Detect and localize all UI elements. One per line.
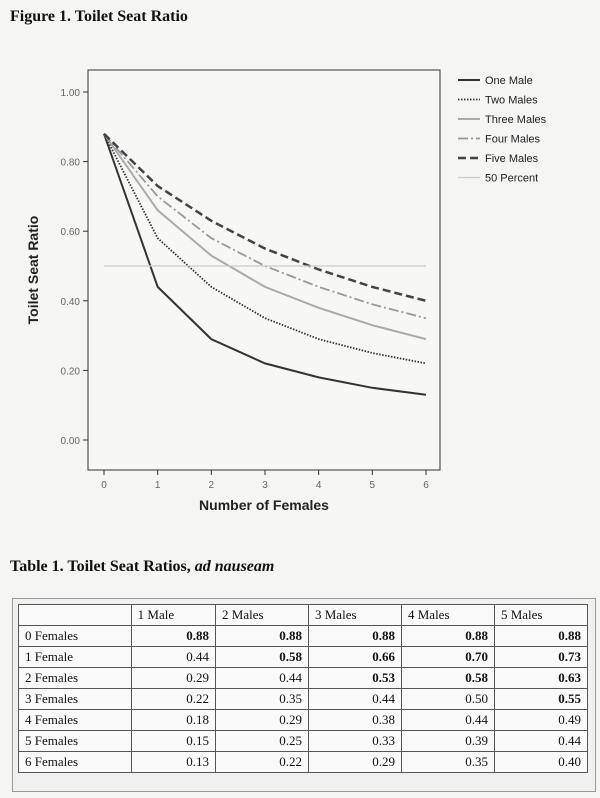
line-chart: 0.00 0.20 0.40 0.60 0.80 1.00 0 1 2 3 4 5 6 Number of…: [25, 69, 547, 513]
x-tick-label: 2: [209, 480, 215, 491]
table-cell: 0.39: [400, 730, 495, 752]
table-cell: 0.63: [493, 667, 589, 689]
row-label: 4 Females: [18, 709, 132, 731]
table-cell: 0.29: [215, 709, 309, 731]
table-cell: 0.22: [215, 751, 309, 773]
table-cell: 0.66: [308, 646, 402, 668]
table-cell: 0.33: [308, 730, 402, 752]
ratio-table: 1 Male 2 Males 3 Males 4 Males 5 Males 0 Fem…: [18, 604, 589, 773]
x-tick-label: 3: [262, 480, 268, 491]
legend-label-0: One Male: [485, 75, 533, 87]
row-label: 5 Females: [18, 730, 132, 752]
table-cell: 0.70: [400, 646, 495, 668]
table-cell: 0.40: [493, 751, 589, 773]
series-line-3: [103, 133, 427, 320]
table-cell: 0.53: [308, 667, 402, 689]
series-line-0: [103, 133, 427, 396]
table-cell: 0.49: [493, 709, 589, 731]
table-title-italic: ad nauseam: [194, 558, 275, 575]
series-line-2: [103, 133, 427, 341]
table-cell: 0.13: [130, 751, 217, 773]
table-cell: 0.29: [130, 667, 217, 689]
row-label: 3 Females: [18, 688, 132, 710]
table-cell: 0.44: [308, 688, 402, 710]
table-row: 3 Females 0.22 0.35 0.44 0.50 0.55: [18, 688, 589, 710]
column-header: 1 Male: [130, 604, 217, 626]
table-title: Table 1. Toilet Seat Ratios, ad nauseam: [10, 558, 274, 576]
column-header: 3 Males: [308, 604, 402, 626]
table-cell: 0.44: [400, 709, 495, 731]
plot-frame: [87, 69, 441, 471]
table-cell: 0.44: [493, 730, 589, 752]
column-header: 5 Males: [493, 604, 589, 626]
y-tick-label: 1.00: [61, 88, 81, 99]
table-cell: 0.88: [400, 625, 495, 647]
table-cell: 0.18: [130, 709, 217, 731]
table-cell: 0.88: [215, 625, 309, 647]
table-cell: 0.73: [493, 646, 589, 668]
x-tick-label: 4: [316, 480, 322, 491]
table-cell: 0.58: [400, 667, 495, 689]
table-cell: 0.35: [215, 688, 309, 710]
row-label: 6 Females: [18, 751, 132, 773]
y-tick-label: 0.00: [61, 436, 81, 447]
table-title-main: Table 1. Toilet Seat Ratios,: [10, 558, 195, 575]
table-row: 2 Females 0.29 0.44 0.53 0.58 0.63: [18, 667, 589, 689]
table-cell: 0.55: [493, 688, 589, 710]
legend-label-5: 50 Percent: [485, 173, 538, 185]
table-cell: 0.25: [215, 730, 309, 752]
table-cell: 0.88: [130, 625, 217, 647]
y-tick-label: 0.80: [61, 158, 81, 169]
table-row: 0 Females 0.88 0.88 0.88 0.88 0.88: [18, 625, 589, 647]
y-tick-label: 0.40: [61, 297, 81, 308]
x-tick-label: 5: [370, 480, 376, 491]
series-line-4: [103, 132, 427, 303]
table-cell: 0.44: [130, 646, 217, 668]
y-tick-label: 0.20: [61, 366, 81, 377]
legend-label-2: Three Males: [485, 114, 547, 126]
legend-label-4: Five Males: [485, 153, 539, 165]
row-label: 2 Females: [18, 667, 132, 689]
table-header-row: 1 Male 2 Males 3 Males 4 Males 5 Males: [18, 604, 589, 626]
table-cell: 0.58: [215, 646, 309, 668]
table-cell: 0.15: [130, 730, 217, 752]
legend-label-3: Four Males: [485, 134, 541, 146]
row-label: 1 Female: [18, 646, 132, 668]
table-cell: 0.29: [308, 751, 402, 773]
table-row: 5 Females 0.15 0.25 0.33 0.39 0.44: [18, 730, 589, 752]
table-row: 4 Females 0.18 0.29 0.38 0.44 0.49: [18, 709, 589, 731]
row-label: 0 Females: [18, 625, 132, 647]
table-cell: 0.88: [493, 625, 589, 647]
table-cell: 0.44: [215, 667, 309, 689]
y-tick-label: 0.60: [61, 227, 81, 238]
y-axis-label: Toilet Seat Ratio: [25, 216, 41, 325]
x-tick-label: 0: [101, 480, 107, 491]
table-row: 1 Female 0.44 0.58 0.66 0.70 0.73: [18, 646, 589, 668]
column-header: 4 Males: [400, 604, 495, 626]
x-axis-label: Number of Females: [199, 497, 329, 513]
legend-label-1: Two Males: [485, 95, 538, 107]
chart-area: 0.00 0.20 0.40 0.60 0.80 1.00 0 1 2 3 4 5 6 Number of…: [0, 50, 600, 530]
column-header: [18, 604, 132, 626]
table-cell: 0.50: [400, 688, 495, 710]
x-tick-label: 6: [423, 480, 429, 491]
table-row: 6 Females 0.13 0.22 0.29 0.35 0.40: [18, 751, 589, 773]
table-cell: 0.88: [308, 625, 402, 647]
table-cell: 0.35: [400, 751, 495, 773]
x-tick-label: 1: [155, 480, 161, 491]
figure-title: Figure 1. Toilet Seat Ratio: [10, 8, 188, 25]
table-cell: 0.22: [130, 688, 217, 710]
column-header: 2 Males: [215, 604, 309, 626]
table-cell: 0.38: [308, 709, 402, 731]
series-line-1: [103, 133, 427, 365]
